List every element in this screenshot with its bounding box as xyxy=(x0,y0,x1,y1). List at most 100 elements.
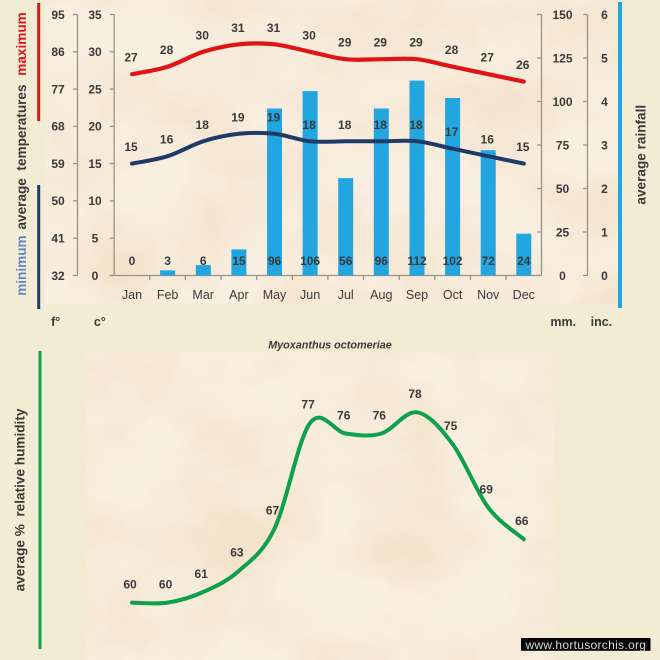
svg-text:72: 72 xyxy=(482,254,496,268)
svg-text:15: 15 xyxy=(88,157,102,171)
svg-text:76: 76 xyxy=(337,408,351,422)
svg-text:66: 66 xyxy=(515,514,529,528)
svg-text:Jul: Jul xyxy=(338,288,354,302)
svg-text:Dec: Dec xyxy=(513,288,535,302)
svg-text:75: 75 xyxy=(556,138,570,152)
svg-text:150: 150 xyxy=(552,8,572,22)
svg-text:6: 6 xyxy=(601,8,608,22)
svg-text:0: 0 xyxy=(601,269,608,283)
svg-text:30: 30 xyxy=(88,45,102,59)
svg-text:25: 25 xyxy=(88,82,102,96)
svg-text:3: 3 xyxy=(164,254,171,268)
svg-text:24: 24 xyxy=(517,254,531,268)
svg-text:0: 0 xyxy=(559,269,566,283)
svg-text:41: 41 xyxy=(51,232,65,246)
svg-text:86: 86 xyxy=(51,45,65,59)
svg-text:16: 16 xyxy=(160,133,174,147)
svg-text:19: 19 xyxy=(231,110,245,124)
svg-text:50: 50 xyxy=(556,182,570,196)
svg-text:77: 77 xyxy=(301,398,315,412)
svg-text:15: 15 xyxy=(516,140,530,154)
svg-text:Apr: Apr xyxy=(229,288,248,302)
svg-text:106: 106 xyxy=(300,254,320,268)
svg-text:76: 76 xyxy=(373,408,387,422)
svg-text:18: 18 xyxy=(338,118,352,132)
svg-text:27: 27 xyxy=(124,51,138,65)
svg-text:102: 102 xyxy=(443,254,463,268)
svg-text:78: 78 xyxy=(408,387,422,401)
svg-text:0: 0 xyxy=(92,269,99,283)
svg-text:Jan: Jan xyxy=(122,288,142,302)
svg-text:Feb: Feb xyxy=(157,288,179,302)
svg-text:2: 2 xyxy=(601,182,608,196)
svg-text:Myoxanthus octomeriae: Myoxanthus octomeriae xyxy=(268,340,392,352)
svg-text:5: 5 xyxy=(92,232,99,246)
svg-text:29: 29 xyxy=(338,36,352,50)
svg-text:May: May xyxy=(263,288,287,302)
svg-text:18: 18 xyxy=(302,118,316,132)
svg-text:96: 96 xyxy=(268,254,282,268)
svg-text:69: 69 xyxy=(480,482,494,496)
svg-text:50: 50 xyxy=(51,194,65,208)
svg-text:maximum: maximum xyxy=(14,12,29,75)
svg-text:30: 30 xyxy=(196,28,210,42)
svg-text:15: 15 xyxy=(124,140,138,154)
svg-text:Mar: Mar xyxy=(192,288,214,302)
svg-text:18: 18 xyxy=(409,118,423,132)
svg-text:96: 96 xyxy=(375,254,389,268)
svg-text:average rainfall: average rainfall xyxy=(634,105,649,205)
svg-text:18: 18 xyxy=(374,118,388,132)
svg-text:Aug: Aug xyxy=(370,288,392,302)
svg-text:59: 59 xyxy=(51,157,65,171)
svg-text:27: 27 xyxy=(481,51,495,65)
svg-text:3: 3 xyxy=(601,138,608,152)
svg-text:29: 29 xyxy=(374,36,388,50)
svg-text:61: 61 xyxy=(195,567,209,581)
svg-text:Sep: Sep xyxy=(406,288,428,302)
svg-text:10: 10 xyxy=(88,194,102,208)
svg-text:28: 28 xyxy=(160,43,174,57)
svg-text:95: 95 xyxy=(51,8,65,22)
svg-text:average % relative humidity: average % relative humidity xyxy=(13,408,28,591)
svg-text:77: 77 xyxy=(51,82,65,96)
svg-text:minimum: minimum xyxy=(14,235,29,295)
svg-text:17: 17 xyxy=(445,125,459,139)
svg-text:31: 31 xyxy=(231,21,245,35)
svg-text:125: 125 xyxy=(552,51,572,65)
svg-text:6: 6 xyxy=(200,254,207,268)
svg-text:67: 67 xyxy=(266,503,280,517)
svg-text:75: 75 xyxy=(444,419,458,433)
svg-text:30: 30 xyxy=(302,28,316,42)
svg-text:60: 60 xyxy=(159,577,173,591)
svg-text:26: 26 xyxy=(516,58,530,72)
svg-text:112: 112 xyxy=(407,254,427,268)
svg-text:f°: f° xyxy=(51,315,60,329)
svg-text:inc.: inc. xyxy=(591,315,613,329)
svg-text:20: 20 xyxy=(88,120,102,134)
svg-text:Oct: Oct xyxy=(443,288,463,302)
svg-text:1: 1 xyxy=(601,225,608,239)
svg-text:c°: c° xyxy=(94,315,106,329)
svg-text:15: 15 xyxy=(232,254,246,268)
svg-text:29: 29 xyxy=(409,36,423,50)
svg-text:www.hortusorchis.org: www.hortusorchis.org xyxy=(525,638,647,652)
svg-text:56: 56 xyxy=(339,254,353,268)
svg-text:Nov: Nov xyxy=(477,288,500,302)
svg-text:5: 5 xyxy=(601,51,608,65)
svg-text:100: 100 xyxy=(552,95,572,109)
svg-text:average temperatures: average temperatures xyxy=(14,84,29,229)
svg-text:mm.: mm. xyxy=(550,315,576,329)
svg-text:16: 16 xyxy=(481,133,495,147)
svg-text:35: 35 xyxy=(88,8,102,22)
svg-text:18: 18 xyxy=(196,118,210,132)
svg-text:32: 32 xyxy=(51,269,65,283)
svg-text:4: 4 xyxy=(601,95,608,109)
svg-text:19: 19 xyxy=(267,110,281,124)
svg-text:25: 25 xyxy=(556,225,570,239)
svg-text:28: 28 xyxy=(445,43,459,57)
svg-text:63: 63 xyxy=(230,546,244,560)
svg-text:Jun: Jun xyxy=(300,288,320,302)
svg-text:0: 0 xyxy=(129,254,136,268)
svg-text:60: 60 xyxy=(123,577,137,591)
svg-text:31: 31 xyxy=(267,21,281,35)
